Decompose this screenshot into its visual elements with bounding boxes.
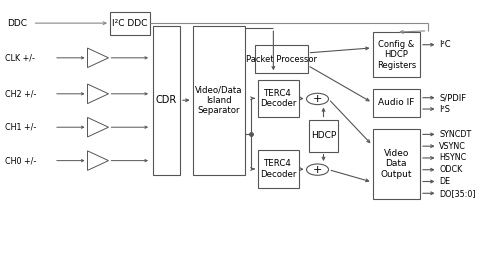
Text: Audio IF: Audio IF [378, 98, 414, 107]
Text: I²S: I²S [439, 105, 450, 114]
Bar [372, 89, 420, 117]
Bar [192, 26, 245, 175]
Text: Config &
HDCP
Registers: Config & HDCP Registers [376, 40, 416, 69]
Text: S/PDIF: S/PDIF [439, 93, 466, 102]
Text: SYNCDT: SYNCDT [439, 130, 471, 139]
Bar [258, 150, 298, 188]
Text: TERC4
Decoder: TERC4 Decoder [260, 89, 296, 108]
Text: TERC4
Decoder: TERC4 Decoder [260, 159, 296, 179]
Polygon shape [88, 151, 108, 170]
Bar [110, 12, 150, 35]
Polygon shape [88, 48, 108, 68]
Bar [255, 45, 308, 73]
Text: DE: DE [439, 177, 450, 186]
Text: +: + [313, 165, 322, 175]
Bar [258, 80, 298, 117]
Text: CH1 +/-: CH1 +/- [5, 123, 36, 132]
Text: I²C: I²C [439, 40, 450, 49]
Polygon shape [88, 117, 108, 137]
Text: +: + [313, 94, 322, 104]
Text: Video/Data
Island
Separator: Video/Data Island Separator [195, 85, 242, 115]
Bar [309, 120, 338, 152]
Polygon shape [88, 84, 108, 104]
Text: DO[35:0]: DO[35:0] [439, 189, 476, 198]
Bar [372, 32, 420, 77]
Text: DDC: DDC [8, 19, 28, 28]
Circle shape [306, 93, 328, 105]
Circle shape [306, 164, 328, 175]
Bar [372, 128, 420, 199]
Text: CDR: CDR [156, 95, 177, 105]
Text: Packet Processor: Packet Processor [246, 54, 317, 64]
Text: Video
Data
Output: Video Data Output [380, 149, 412, 179]
Text: ODCK: ODCK [439, 165, 462, 174]
Text: VSYNC: VSYNC [439, 142, 466, 151]
Text: CLK +/-: CLK +/- [5, 53, 35, 62]
Text: HDCP: HDCP [311, 131, 336, 140]
Text: CH2 +/-: CH2 +/- [5, 89, 36, 98]
Bar [152, 26, 180, 175]
Text: CH0 +/-: CH0 +/- [5, 156, 36, 165]
Text: I²C DDC: I²C DDC [112, 19, 148, 28]
Text: HSYNC: HSYNC [439, 153, 466, 162]
